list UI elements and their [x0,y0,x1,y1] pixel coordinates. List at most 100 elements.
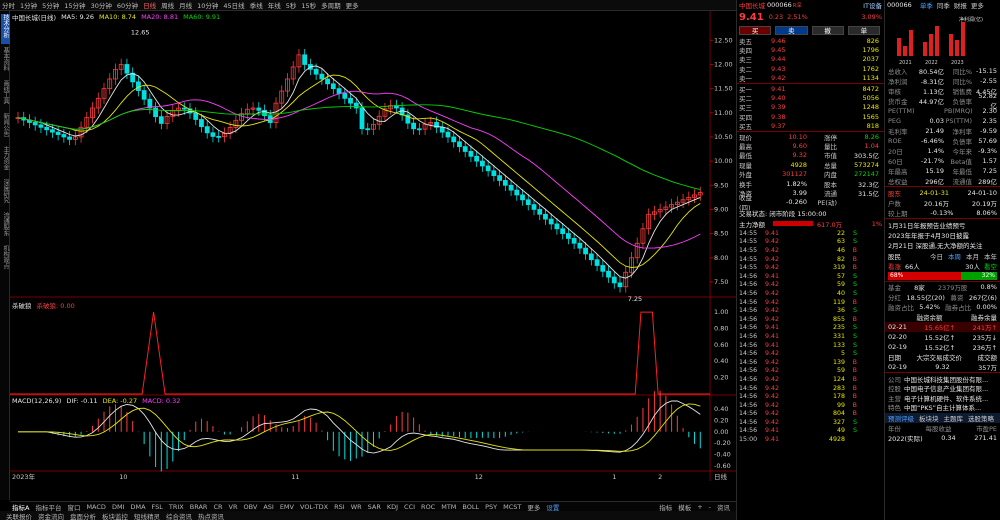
side-tab-4[interactable]: 主力资金 [2,146,9,170]
period-tab-6[interactable]: 日线 [143,2,157,10]
fin-tab-2[interactable]: 财报 [953,2,967,10]
indicator-tab-20[interactable]: ROC [421,502,436,511]
side-tab-3[interactable]: 新闻公告 [2,113,9,137]
company-label: 主营 [888,394,901,403]
price-axis-label: 9.00 [714,205,728,213]
period-tab-0[interactable]: 分时 [2,2,15,10]
indicator-tab-25[interactable]: 更多 [527,503,541,512]
period-tab-4[interactable]: 30分钟 [90,2,112,10]
indicator-tab-4[interactable]: DMI [111,502,125,511]
period-tab-14[interactable]: 15秒 [301,2,317,10]
kline-svg[interactable]: 12.5012.0011.5011.0010.5010.009.509.008.… [10,11,736,481]
period-tab-3[interactable]: 15分钟 [64,2,86,10]
period-tab-13[interactable]: 5秒 [285,2,297,10]
indicator-tool-2[interactable]: + [697,502,703,511]
price-axis-label: 11.50 [714,85,733,93]
indicator-tab-2[interactable]: 窗口 [67,503,81,512]
tick-list[interactable]: 14:55 9.41 22 S 14:55 9.42 63 S 14:55 9.42 46 B 14:5… [737,229,884,444]
period-tab-5[interactable]: 60分钟 [116,2,139,10]
ask-row-0: 卖五 9.46 826 [739,36,882,46]
period-tab-10[interactable]: 45日线 [223,2,245,10]
period-tab-15[interactable]: 多周期 [321,2,341,10]
indicator-tab-1[interactable]: 指标平台 [35,503,62,512]
indicator-tab-17[interactable]: SAR [367,502,381,511]
period-tab-11[interactable]: 季线 [249,2,263,10]
period-tab-16[interactable]: 更多 [345,2,359,10]
indicator-tool-1[interactable]: 模板 [678,503,692,512]
indicator-tab-7[interactable]: TRIX [168,502,184,511]
indicator-tab-16[interactable]: WR [350,502,362,511]
indicator-tab-23[interactable]: PSY [485,502,498,511]
fin-metric-value: -8.31亿 [920,78,944,86]
period-tab-1[interactable]: 1分钟 [20,2,38,10]
indicator-tab-14[interactable]: VOL-TDX [299,502,329,511]
status-link-5[interactable]: 综合资讯 [166,512,192,520]
indicator-tab-3[interactable]: MACD [86,502,106,511]
news-item-2[interactable]: 2月21日 深股通,无大净额的关注 [888,242,983,250]
sentiment-tab-1[interactable]: 本周 [948,253,961,261]
side-tab-5[interactable]: 深度研究 [2,179,9,203]
indicator-tool-4[interactable]: 资讯 [717,503,730,512]
side-tab-7[interactable]: 机构观点 [2,245,9,269]
indicator-tab-9[interactable]: CR [213,502,223,511]
indicator-tab-8[interactable]: BRAR [189,502,208,511]
period-tab-12[interactable]: 年线 [267,2,281,10]
side-tab-6[interactable]: 流通股东 [2,212,9,236]
forecast-tab-2[interactable]: 主题库 [943,415,964,423]
side-tab-0[interactable]: 技术分析 [1,14,10,44]
indicator-tab-11[interactable]: OBV [243,502,258,511]
fin-metric-value: 289亿 [978,178,997,186]
profit-year: 2021 [899,60,912,66]
fin-tab-1[interactable]: 同季 [936,2,950,10]
status-link-2[interactable]: 盘面分析 [70,512,96,520]
indicator-tab-26[interactable]: 设置 [546,503,560,512]
status-link-1[interactable]: 资金流向 [38,512,64,520]
side-tab-1[interactable]: 基本资料 [2,47,9,71]
status-link-0[interactable]: 关联报价 [6,512,32,520]
forecast-tab-1[interactable]: 板块块 [919,415,939,423]
indicator-tool-0[interactable]: 指标 [659,503,673,512]
indicator-tab-5[interactable]: DMA [130,502,146,511]
candle-body [583,247,588,255]
indicator-tab-24[interactable]: MCST [503,502,522,511]
indicator-tab-19[interactable]: CCI [404,502,416,511]
trade-button-2[interactable]: 撤 [811,25,844,35]
industry-tag[interactable]: IT设备 [863,2,882,10]
sentiment-tab-3[interactable]: 本年 [984,253,997,261]
period-tab-8[interactable]: 月线 [179,2,193,10]
status-link-4[interactable]: 短线精灵 [134,512,160,520]
indicator-tool-3[interactable]: - [708,502,711,511]
period-tab-9[interactable]: 10分钟 [197,2,219,10]
indicator-tab-10[interactable]: VR [228,502,238,511]
news-item-0[interactable]: 1月31日年报预告业绩预亏 [888,222,966,230]
sentiment-tab-2[interactable]: 本月 [966,253,979,261]
indicator-tab-18[interactable]: KDJ [386,502,399,511]
margin-balance: 15.52亿↑ [924,334,956,342]
news-item-1[interactable]: 2023年年报于4月30日披露 [888,232,969,240]
trade-button-0[interactable]: 买 [739,25,772,35]
fin-tab-0[interactable]: 单季 [919,2,933,10]
forecast-tab-0[interactable]: 预测评级 [888,415,914,423]
indicator-tab-0[interactable]: 指标A [12,503,30,512]
indicator-tab-13[interactable]: EMV [279,502,294,511]
indicator-tab-22[interactable]: BOLL [462,502,480,511]
indicator-tab-21[interactable]: MTM [441,502,457,511]
forecast-tab-3[interactable]: 选股策略 [968,415,994,423]
period-tab-2[interactable]: 5分钟 [42,2,60,10]
side-tab-2[interactable]: 画线工具 [2,80,9,104]
fin-metric-row-3: 货币金 44.97亿 负债率 52.82亿 [885,92,1000,110]
indicator-tab-12[interactable]: ASI [263,502,274,511]
candle-body [319,73,325,80]
fin-metric-value: 4.45亿 [976,88,997,96]
status-link-3[interactable]: 板块监控 [102,512,128,520]
tick-row: 14:56 9.42 40 S [739,289,882,298]
period-tab-7[interactable]: 周线 [161,2,175,10]
kline-chart[interactable]: 12.50 12.00 11.50 11.00 10.50 10.00 9.50 9.00 8.… [10,11,736,481]
trade-button-3[interactable]: 单 [847,25,880,35]
indicator-tab-6[interactable]: FSL [151,502,163,511]
sentiment-tab-0[interactable]: 今日 [930,253,943,261]
status-link-6[interactable]: 热点资讯 [198,512,224,520]
fin-tab-3[interactable]: 更多 [970,2,984,10]
trade-button-1[interactable]: 卖 [775,25,808,35]
indicator-tab-15[interactable]: RSI [334,502,345,511]
